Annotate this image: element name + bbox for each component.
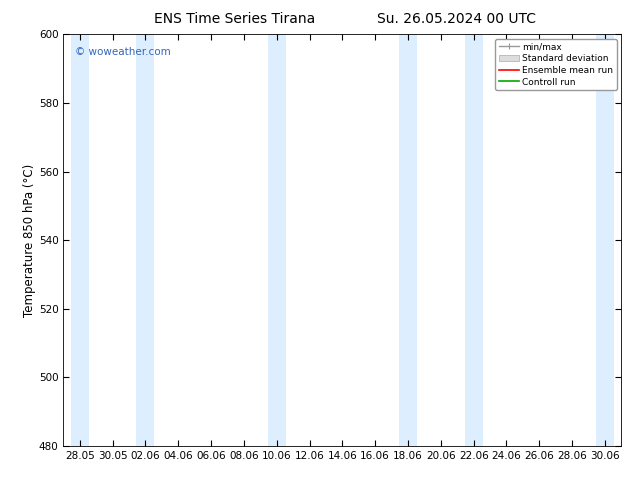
Bar [465,34,482,446]
Bar [268,34,286,446]
Bar [596,34,614,446]
Y-axis label: Temperature 850 hPa (°C): Temperature 850 hPa (°C) [23,164,36,317]
Text: ENS Time Series Tirana: ENS Time Series Tirana [154,12,315,26]
Legend: min/max, Standard deviation, Ensemble mean run, Controll run: min/max, Standard deviation, Ensemble me… [495,39,617,90]
Bar [71,34,89,446]
Bar [399,34,417,446]
Bar [136,34,155,446]
Text: Su. 26.05.2024 00 UTC: Su. 26.05.2024 00 UTC [377,12,536,26]
Text: © woweather.com: © woweather.com [75,47,171,57]
